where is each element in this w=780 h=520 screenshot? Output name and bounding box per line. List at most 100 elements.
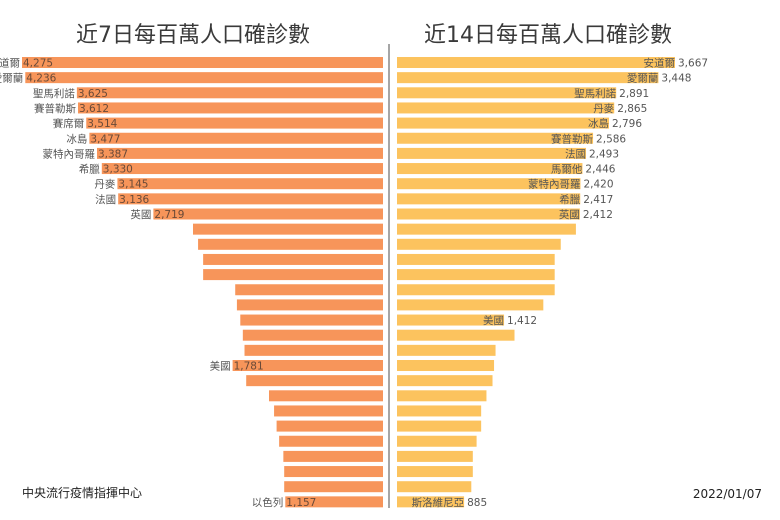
left-bar xyxy=(89,132,384,144)
left-bar xyxy=(203,253,383,265)
left-value-label: 3,387 xyxy=(98,148,128,160)
right-bar xyxy=(397,314,505,326)
left-value-label: 3,136 xyxy=(119,194,149,206)
left-chart-title: 近7日每百萬人口確診數 xyxy=(76,23,310,48)
source-label: 中央流行疫情指揮中心 xyxy=(22,485,142,500)
left-country-label: 聖馬利諾 xyxy=(33,87,75,100)
left-country-label: 安道爾 xyxy=(0,57,20,70)
right-value-label: 885 xyxy=(467,497,487,509)
left-country-label: 愛爾蘭 xyxy=(0,72,23,85)
left-country-label: 賽席爾 xyxy=(53,117,85,130)
right-bar xyxy=(397,344,496,356)
left-bar xyxy=(118,193,383,205)
right-value-label: 3,448 xyxy=(661,73,691,85)
right-bar xyxy=(397,420,482,432)
left-bar xyxy=(276,420,383,432)
left-value-label: 3,514 xyxy=(87,118,117,130)
right-bar xyxy=(397,163,583,175)
left-value-label: 2,719 xyxy=(154,209,184,221)
right-country-label: 斯洛維尼亞 xyxy=(412,496,465,509)
right-value-label: 3,667 xyxy=(678,58,708,70)
right-bar xyxy=(397,435,477,447)
left-bar xyxy=(242,329,383,341)
left-bar xyxy=(279,435,383,447)
left-bar xyxy=(274,405,383,417)
right-bar xyxy=(397,284,555,296)
left-bar xyxy=(232,360,383,371)
right-bar xyxy=(397,375,493,387)
left-bar xyxy=(77,102,383,114)
left-value-label: 3,330 xyxy=(103,164,133,176)
right-bar xyxy=(397,481,472,493)
right-bar xyxy=(397,329,515,341)
left-bar xyxy=(244,344,383,356)
right-country-label: 愛爾蘭 xyxy=(627,72,659,85)
left-bar xyxy=(269,390,383,402)
left-bar xyxy=(235,284,383,296)
right-country-label: 馬爾他 xyxy=(551,163,583,176)
left-bar xyxy=(153,208,383,220)
right-bar xyxy=(397,178,581,190)
left-value-label: 4,275 xyxy=(23,58,53,70)
right-bar xyxy=(397,223,576,235)
right-value-label: 1,412 xyxy=(507,315,537,327)
left-bar xyxy=(284,481,383,493)
left-country-label: 冰島 xyxy=(66,132,87,145)
left-country-label: 英國 xyxy=(130,208,151,221)
left-bar xyxy=(86,117,384,129)
right-bar xyxy=(397,450,473,462)
left-country-label: 美國 xyxy=(210,360,231,373)
right-country-label: 蒙特內哥羅 xyxy=(528,178,581,191)
left-bar xyxy=(101,163,384,175)
right-bar xyxy=(397,466,473,478)
date-label: 2022/01/07 xyxy=(693,487,762,501)
left-bar xyxy=(246,375,383,387)
left-value-label: 3,145 xyxy=(118,179,148,191)
left-country-label: 以色列 xyxy=(252,496,284,509)
left-bar xyxy=(236,299,383,311)
right-country-label: 英國 xyxy=(559,208,580,221)
left-bar xyxy=(284,466,383,478)
right-bar xyxy=(397,87,617,99)
right-bar xyxy=(397,117,609,129)
right-country-label: 聖馬利諾 xyxy=(574,87,616,100)
right-bar xyxy=(397,269,555,281)
left-country-label: 賽普勒斯 xyxy=(34,102,76,115)
left-value-label: 4,236 xyxy=(26,73,56,85)
right-country-label: 丹麥 xyxy=(593,102,614,115)
left-bar xyxy=(198,238,383,250)
right-value-label: 2,586 xyxy=(596,133,626,145)
left-value-label: 3,612 xyxy=(79,103,109,115)
right-value-label: 2,412 xyxy=(583,209,613,221)
right-value-label: 2,865 xyxy=(617,103,647,115)
right-country-label: 賽普勒斯 xyxy=(551,132,593,145)
left-country-label: 希臘 xyxy=(79,163,100,176)
right-value-label: 2,493 xyxy=(589,148,619,160)
left-country-label: 法國 xyxy=(95,193,116,206)
left-bar xyxy=(193,223,383,235)
right-bar xyxy=(397,253,555,265)
right-value-label: 2,796 xyxy=(612,118,642,130)
left-bar xyxy=(285,496,383,508)
right-bar xyxy=(397,390,487,402)
right-value-label: 2,420 xyxy=(583,179,613,191)
right-bar xyxy=(397,57,675,68)
right-country-label: 希臘 xyxy=(559,193,580,206)
left-bar xyxy=(76,87,383,99)
left-bar xyxy=(96,147,383,159)
right-bar xyxy=(397,496,465,508)
right-country-label: 冰島 xyxy=(588,117,609,130)
right-chart-title: 近14日每百萬人口確診數 xyxy=(424,23,672,48)
left-bar xyxy=(25,72,383,84)
right-country-label: 安道爾 xyxy=(644,57,676,70)
right-value-label: 2,417 xyxy=(583,194,613,206)
right-bar xyxy=(397,102,615,114)
left-bar xyxy=(117,178,383,190)
left-value-label: 1,781 xyxy=(234,361,264,373)
left-bar xyxy=(240,314,383,326)
right-bar xyxy=(397,238,561,250)
right-bar xyxy=(397,193,581,205)
right-bar xyxy=(397,147,586,159)
